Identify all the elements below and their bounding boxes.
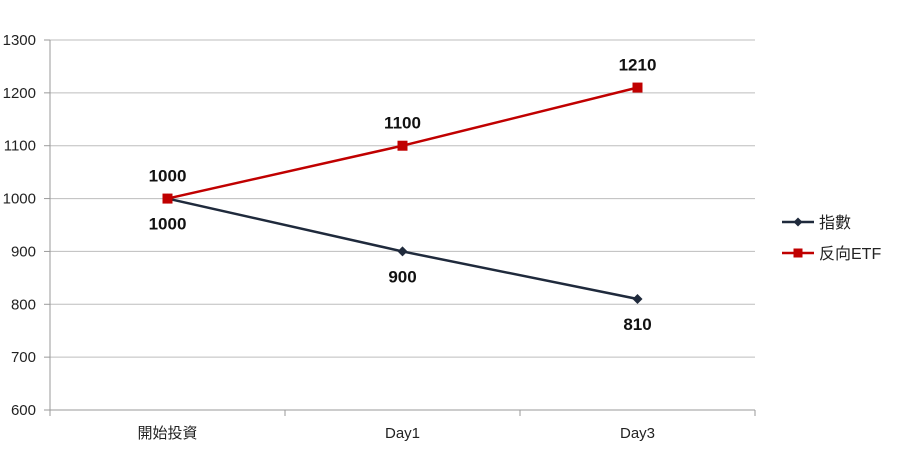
series-1: 1000 1100 1210	[149, 56, 657, 204]
y-tick-label: 800	[11, 296, 36, 313]
y-tick-label: 600	[11, 402, 36, 419]
legend-marker	[793, 217, 803, 227]
data-label: 1000	[149, 215, 187, 234]
legend-marker	[793, 248, 803, 258]
data-label: 1100	[384, 114, 421, 133]
x-tick-label: Day3	[620, 425, 655, 442]
y-tick-label: 900	[11, 243, 36, 260]
data-point	[162, 193, 173, 204]
data-point	[397, 140, 408, 151]
data-point	[632, 82, 643, 93]
legend-entry-1: 反向ETF	[782, 245, 881, 263]
x-axis-tick-labels: 開始投資 Day1 Day3	[137, 425, 655, 442]
x-tick-label: 開始投資	[137, 425, 197, 442]
data-point	[632, 294, 643, 304]
legend-entry-0: 指數	[782, 214, 851, 232]
data-point	[397, 246, 408, 257]
y-tick-label: 1300	[3, 32, 36, 49]
axes	[44, 39, 756, 416]
legend-label: 反向ETF	[819, 245, 881, 263]
y-tick-label: 1100	[4, 138, 36, 155]
legend-label: 指數	[819, 214, 851, 232]
data-label: 1000	[149, 167, 187, 186]
y-axis-tick-labels: 600 700 800 900 1000 1100 1200 1300	[3, 32, 36, 419]
data-label: 900	[388, 267, 416, 286]
x-tick-label: Day1	[385, 425, 420, 442]
data-label: 1210	[619, 56, 657, 75]
series-0: 1000 900 810	[149, 193, 652, 334]
y-tick-label: 700	[11, 349, 36, 366]
y-tick-label: 1200	[3, 85, 36, 102]
y-tick-label: 1000	[3, 191, 36, 208]
data-label: 810	[623, 315, 651, 334]
series-layer: 1000 900 810 1000 1100 1210	[149, 56, 657, 334]
